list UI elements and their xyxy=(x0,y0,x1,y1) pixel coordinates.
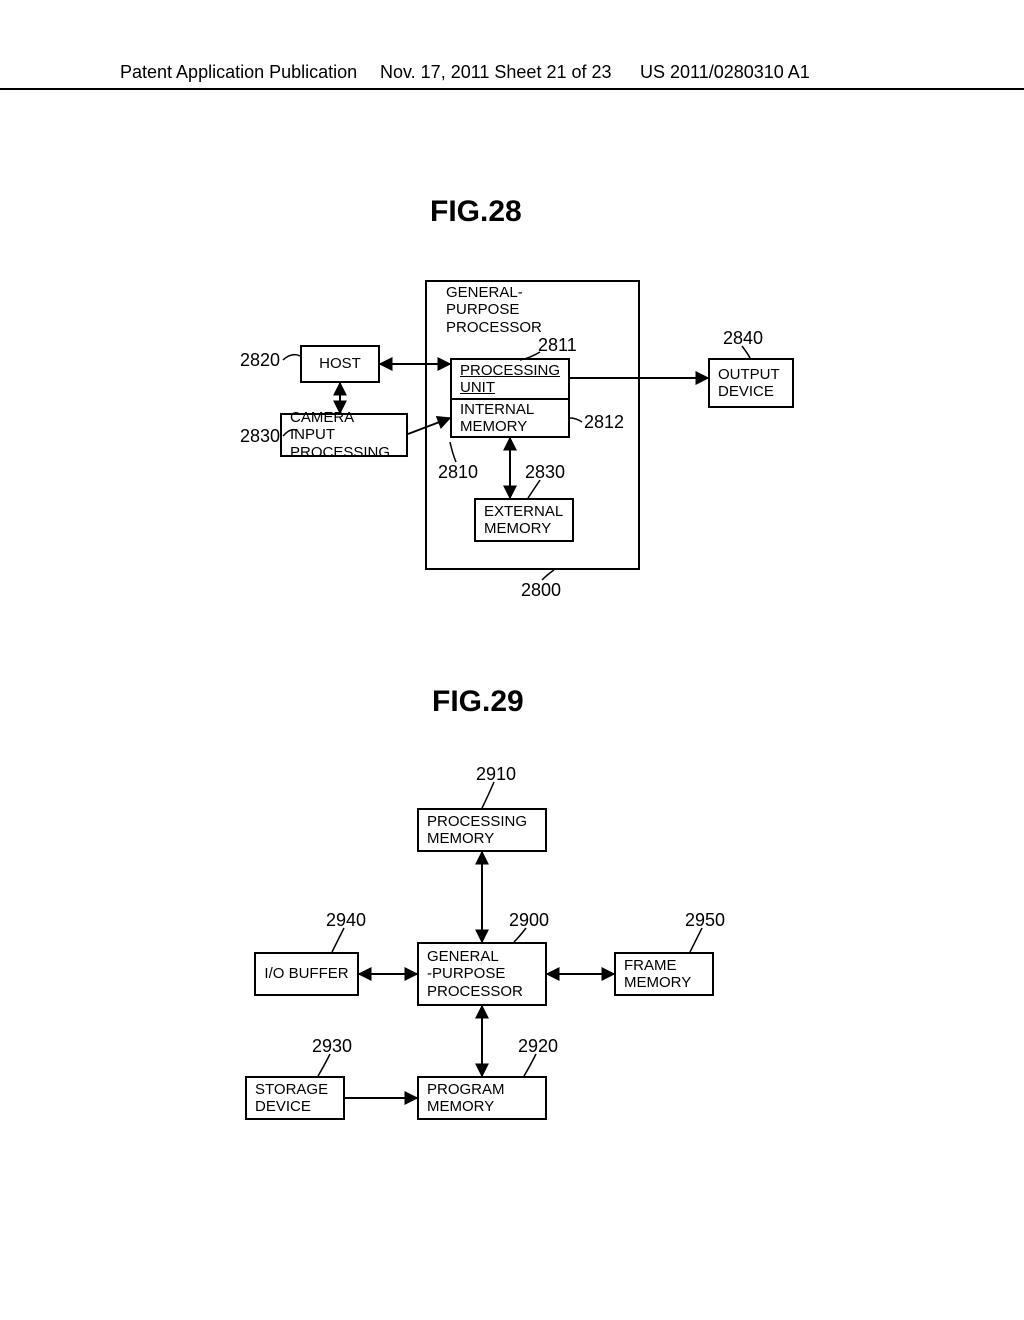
fig29-frame-memory: FRAMEMEMORY xyxy=(614,952,714,996)
ref-2830b: 2830 xyxy=(525,462,565,483)
ref-2820: 2820 xyxy=(240,350,280,371)
fig28-internal-memory: INTERNALMEMORY xyxy=(450,398,570,438)
ref-2930: 2930 xyxy=(312,1036,352,1057)
page-header: Patent Application Publication Nov. 17, … xyxy=(0,84,1024,90)
ref-2811: 2811 xyxy=(538,335,577,356)
fig28-title: FIG.28 xyxy=(430,195,522,229)
fig28-host-text: HOST xyxy=(319,355,361,372)
fig29-storage-device-text: STORAGEDEVICE xyxy=(255,1081,335,1116)
fig28-gp-label-text: GENERAL-PURPOSEPROCESSOR xyxy=(446,284,580,336)
leader-2820 xyxy=(283,355,300,360)
fig28-output-device-text: OUTPUTDEVICE xyxy=(718,366,784,401)
fig29-general-purpose: GENERAL-PURPOSEPROCESSOR xyxy=(417,942,547,1006)
leader-2910 xyxy=(482,782,494,808)
fig28-gp-label: GENERAL-PURPOSEPROCESSOR xyxy=(438,290,588,330)
fig29-program-memory: PROGRAMMEMORY xyxy=(417,1076,547,1120)
ref-2950: 2950 xyxy=(685,910,725,931)
ref-2800: 2800 xyxy=(521,580,561,601)
leader-2950 xyxy=(690,928,702,952)
fig28-processing-unit: PROCESSINGUNIT xyxy=(450,358,570,398)
leader-2930 xyxy=(318,1054,330,1076)
fig28-external-memory: EXTERNALMEMORY xyxy=(474,498,574,542)
ref-2810: 2810 xyxy=(438,462,478,483)
header-publication: Patent Application Publication xyxy=(120,62,357,83)
leader-2940 xyxy=(332,928,344,952)
header-date-sheet: Nov. 17, 2011 Sheet 21 of 23 xyxy=(380,62,612,83)
fig28-processing-unit-text: PROCESSINGUNIT xyxy=(460,362,560,397)
ref-2920: 2920 xyxy=(518,1036,558,1057)
fig28-internal-memory-text: INTERNALMEMORY xyxy=(460,401,560,436)
fig29-io-buffer-text: I/O BUFFER xyxy=(264,965,348,982)
fig29-general-purpose-text: GENERAL-PURPOSEPROCESSOR xyxy=(427,948,537,1000)
ref-2812: 2812 xyxy=(584,412,624,433)
ref-2910: 2910 xyxy=(476,764,516,785)
ref-2900: 2900 xyxy=(509,910,549,931)
ref-2830: 2830 xyxy=(240,426,280,447)
fig29-storage-device: STORAGEDEVICE xyxy=(245,1076,345,1120)
fig28-camera-input: CAMERA INPUTPROCESSING xyxy=(280,413,408,457)
fig28-external-memory-text: EXTERNALMEMORY xyxy=(484,503,564,538)
fig29-frame-memory-text: FRAMEMEMORY xyxy=(624,957,704,992)
ref-2940: 2940 xyxy=(326,910,366,931)
ref-2840: 2840 xyxy=(723,328,763,349)
fig29-io-buffer: I/O BUFFER xyxy=(254,952,359,996)
fig29-processing-memory-text: PROCESSINGMEMORY xyxy=(427,813,537,848)
fig28-host: HOST xyxy=(300,345,380,383)
leader-2800 xyxy=(542,570,554,580)
header-patent-no: US 2011/0280310 A1 xyxy=(640,62,810,83)
fig28-camera-input-text: CAMERA INPUTPROCESSING xyxy=(290,409,398,461)
fig29-processing-memory: PROCESSINGMEMORY xyxy=(417,808,547,852)
fig28-output-device: OUTPUTDEVICE xyxy=(708,358,794,408)
fig29-program-memory-text: PROGRAMMEMORY xyxy=(427,1081,537,1116)
leader-2920 xyxy=(524,1054,536,1076)
fig29-title: FIG.29 xyxy=(432,685,524,719)
